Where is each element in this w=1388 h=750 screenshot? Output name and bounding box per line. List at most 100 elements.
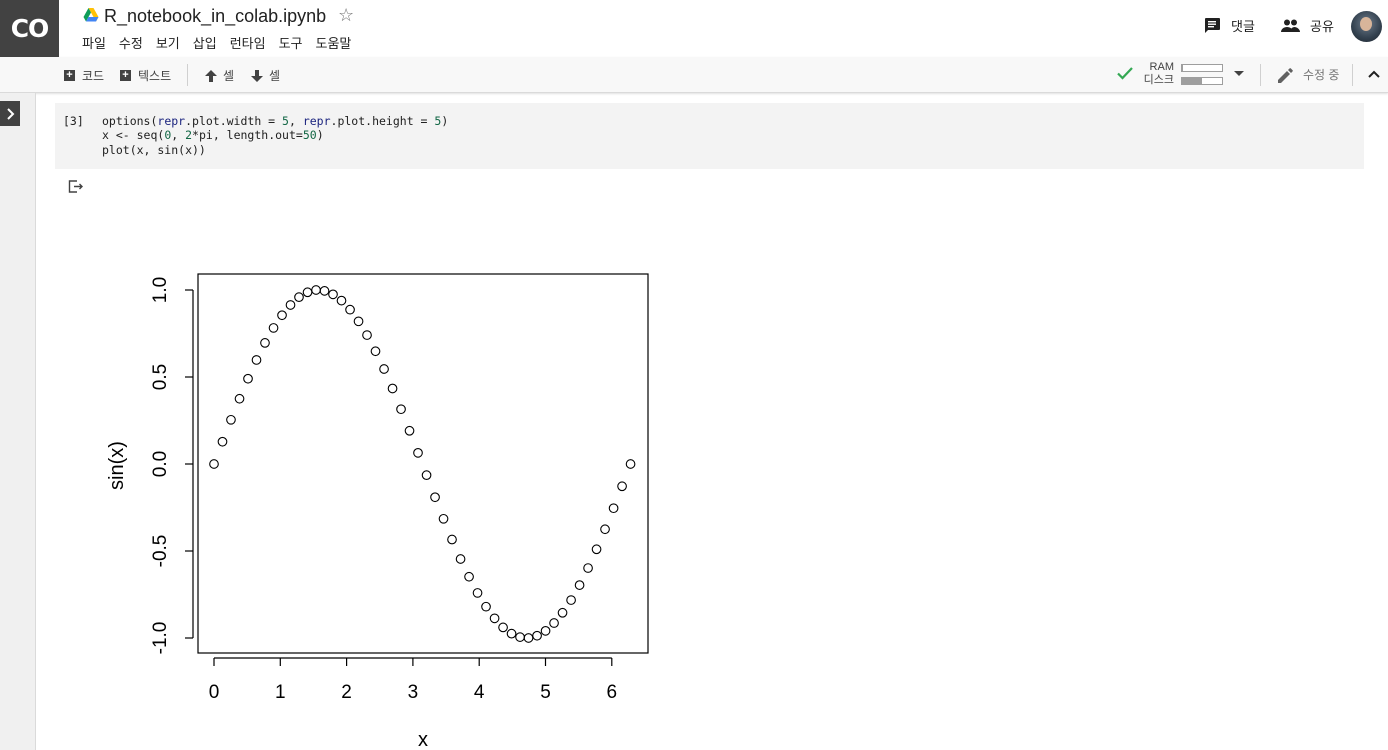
y-axis: -1.0 -0.5 0.0 0.5 1.0 [150, 277, 194, 655]
chevron-right-icon [6, 107, 14, 120]
code-line-3: plot(x, sin(x)) [102, 142, 206, 157]
menu-tools[interactable]: 도구 [278, 36, 303, 51]
data-point [319, 286, 330, 296]
code-token: repr [157, 114, 186, 128]
data-point [251, 355, 262, 365]
data-point [387, 383, 398, 394]
data-point [447, 534, 457, 545]
google-drive-icon [83, 8, 99, 22]
code-token: repr [302, 114, 331, 128]
data-point [404, 425, 415, 436]
add-code-button[interactable]: + 코드 [64, 67, 104, 84]
colab-logo[interactable]: CO [0, 0, 59, 57]
y-axis-label: sin(x) [106, 441, 128, 490]
data-point [370, 346, 381, 357]
y-tick-label: 0.0 [150, 451, 171, 477]
data-point [336, 295, 347, 306]
add-text-button[interactable]: + 텍스트 [120, 67, 171, 84]
code-token: , [288, 114, 303, 128]
disk-usage-fill [1182, 78, 1202, 84]
code-token: 5 [434, 114, 442, 128]
code-cell[interactable] [55, 103, 1364, 169]
chevron-down-icon[interactable] [1234, 71, 1244, 76]
x-axis: 0 1 2 3 4 5 6 [209, 657, 617, 703]
menu-view[interactable]: 보기 [155, 36, 180, 51]
data-point [353, 316, 364, 327]
data-point [625, 459, 636, 469]
data-point [396, 404, 406, 415]
data-point [455, 554, 466, 564]
x-tick-label: 0 [209, 682, 220, 703]
data-point [481, 601, 491, 612]
disk-usage-bar[interactable] [1181, 77, 1223, 85]
sidebar-toggle-button[interactable] [0, 101, 20, 126]
chevron-up-icon[interactable] [1367, 67, 1381, 81]
code-token: 2 [185, 128, 193, 143]
share-button[interactable]: 공유 [1281, 16, 1334, 35]
data-point [523, 633, 534, 643]
y-tick-label: 0.5 [150, 364, 171, 390]
ram-usage-bar[interactable] [1181, 64, 1223, 72]
x-tick-label: 5 [540, 682, 551, 703]
x-tick-label: 4 [474, 682, 485, 703]
data-point [540, 626, 551, 636]
move-up-label: 셀 [223, 69, 235, 83]
star-outline-icon[interactable]: ☆ [338, 5, 355, 25]
ram-label: RAM [1149, 61, 1174, 73]
data-point [379, 364, 389, 374]
people-icon [1281, 19, 1300, 32]
data-point [226, 414, 236, 425]
code-token: ) [441, 114, 449, 128]
toolbar-divider [1260, 64, 1261, 86]
data-point [600, 524, 610, 535]
move-down-label: 셀 [269, 69, 281, 83]
toolbar-divider [187, 64, 188, 86]
menu-file[interactable]: 파일 [82, 36, 106, 51]
data-point [345, 304, 355, 315]
move-cell-up-button[interactable]: 셀 [205, 67, 234, 84]
code-token: x <- seq( [102, 128, 165, 143]
output-clear-icon[interactable] [68, 180, 84, 194]
data-point [311, 285, 321, 295]
toolbar-divider [1352, 64, 1353, 86]
code-token: 0 [164, 128, 172, 143]
comments-label: 댓글 [1231, 19, 1255, 34]
y-tick-label: -0.5 [150, 535, 171, 568]
edit-mode-button[interactable]: 수정 중 [1278, 66, 1339, 83]
data-point [328, 289, 338, 300]
data-point [583, 563, 593, 573]
resource-labels[interactable]: RAM 디스크 [1142, 61, 1174, 87]
data-point [532, 630, 542, 641]
code-token: .plot.width = [185, 114, 283, 128]
move-cell-down-button[interactable]: 셀 [251, 67, 280, 84]
code-token: , [171, 128, 186, 143]
menu-bar: 파일 수정 보기 삽입 런타임 도구 도움말 [82, 33, 364, 52]
code-line-2: x <- seq(0, 2*pi, length.out=50) [102, 128, 448, 142]
y-tick-label: -1.0 [150, 622, 171, 655]
menu-insert[interactable]: 삽입 [192, 36, 217, 51]
data-point [430, 492, 440, 503]
data-point [489, 613, 500, 624]
plus-icon: + [120, 70, 131, 81]
arrow-down-icon [251, 69, 263, 82]
menu-help[interactable]: 도움말 [315, 36, 352, 51]
data-point [243, 373, 253, 384]
comments-button[interactable]: 댓글 [1203, 16, 1255, 35]
data-point [217, 436, 228, 447]
code-line-1: options(repr.plot.width = 5, repr.plot.h… [102, 114, 448, 128]
x-tick-label: 3 [408, 682, 419, 703]
share-label: 공유 [1310, 19, 1334, 34]
data-point [464, 571, 474, 582]
user-avatar[interactable] [1351, 11, 1382, 42]
code-token: options( [102, 114, 158, 128]
code-editor[interactable]: options(repr.plot.width = 5, repr.plot.h… [102, 114, 448, 157]
menu-runtime[interactable]: 런타임 [229, 36, 266, 51]
notebook-title[interactable]: R_notebook_in_colab.ipynb [104, 6, 327, 26]
data-point [557, 607, 568, 618]
data-point [362, 330, 372, 340]
menu-edit[interactable]: 수정 [118, 36, 143, 51]
data-point [608, 503, 619, 514]
x-tick-label: 1 [275, 682, 286, 703]
connected-check-icon [1117, 67, 1133, 80]
data-point [277, 310, 287, 321]
